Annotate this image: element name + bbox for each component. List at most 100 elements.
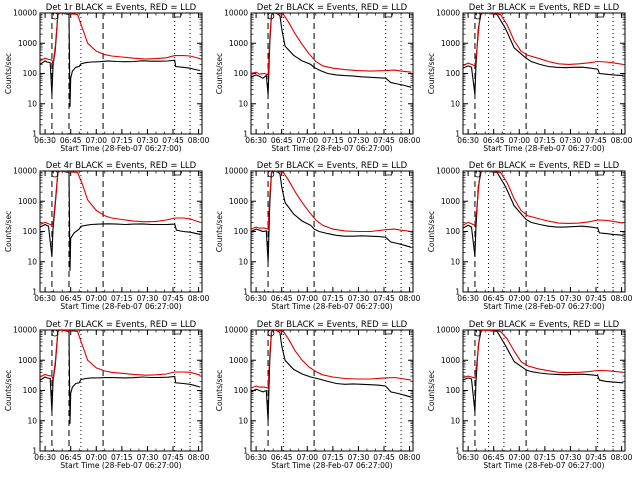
circle-marker <box>474 170 482 178</box>
x-axis-label: Start Time (28-Feb-07 06:27:00) <box>271 144 392 153</box>
x-tick-label: 06:30 <box>457 294 479 303</box>
chart-title: Det 8r BLACK = Events, RED = LLD <box>257 320 408 330</box>
circle-marker <box>267 329 275 337</box>
x-tick-label: 07:15 <box>322 294 344 303</box>
y-tick-label: 1000 <box>441 197 460 206</box>
y-tick-label: 1 <box>243 288 248 297</box>
y-tick-label: 1 <box>32 130 37 139</box>
plot-frame <box>250 170 414 293</box>
y-tick-label: 10000 <box>13 167 37 176</box>
chart-panel-9: Det 9r BLACK = Events, RED = LLD 1 10 100 10… <box>427 320 633 470</box>
y-tick-label: 10000 <box>224 326 248 335</box>
x-axis-label: Start Time (28-Feb-07 06:27:00) <box>60 144 181 153</box>
y-axis-label: Counts/sec <box>4 53 13 94</box>
x-tick-label: 08:00 <box>188 294 210 303</box>
bracket-marker <box>174 330 182 335</box>
x-axis-label: Start Time (28-Feb-07 06:27:00) <box>60 461 181 470</box>
y-tick-label: 10 <box>450 416 460 425</box>
y-axis-label: Counts/sec <box>427 53 436 94</box>
x-tick-label: 07:45 <box>585 136 607 145</box>
y-tick-label: 10000 <box>13 9 37 18</box>
y-tick-label: 1 <box>455 130 460 139</box>
x-tick-label: 07:00 <box>508 136 530 145</box>
chart-title: Det 2r BLACK = Events, RED = LLD <box>257 3 408 13</box>
bracket-marker <box>597 330 605 335</box>
y-tick-label: 10 <box>238 416 248 425</box>
series-lld-line <box>251 330 412 389</box>
x-tick-label: 07:30 <box>348 136 370 145</box>
series-lld-line <box>251 13 412 76</box>
y-tick-label: 1 <box>243 447 248 456</box>
bracket-marker <box>597 171 605 176</box>
y-tick-label: 100 <box>234 69 249 78</box>
y-axis-label: Counts/sec <box>4 211 13 252</box>
y-tick-label: 1000 <box>441 356 460 365</box>
x-tick-label: 06:45 <box>271 453 293 462</box>
y-axis-label: Counts/sec <box>4 370 13 411</box>
y-tick-label: 1 <box>32 288 37 297</box>
x-tick-label: 07:15 <box>534 294 556 303</box>
x-tick-label: 06:45 <box>60 453 82 462</box>
x-tick-label: 07:15 <box>534 453 556 462</box>
x-tick-label: 06:30 <box>457 453 479 462</box>
plot-frame <box>39 12 203 135</box>
y-tick-label: 10 <box>238 257 248 266</box>
chart-panel-5: Det 5r BLACK = Events, RED = LLD 1 10 100 10… <box>215 161 421 311</box>
y-tick-label: 10000 <box>224 9 248 18</box>
chart-title: Det 4r BLACK = Events, RED = LLD <box>46 161 197 171</box>
x-tick-label: 07:00 <box>296 294 318 303</box>
x-tick-label: 07:15 <box>534 136 556 145</box>
y-tick-label: 10 <box>27 99 37 108</box>
plot-frame <box>250 329 414 452</box>
y-tick-label: 100 <box>446 386 461 395</box>
series-lld-line <box>463 330 624 379</box>
circle-marker <box>267 170 275 178</box>
x-tick-label: 06:45 <box>60 136 82 145</box>
x-tick-label: 07:30 <box>137 453 159 462</box>
x-tick-label: 07:15 <box>322 136 344 145</box>
x-tick-label: 08:00 <box>611 294 633 303</box>
y-axis-label: Counts/sec <box>215 211 224 252</box>
x-tick-label: 06:30 <box>34 136 56 145</box>
y-tick-label: 1000 <box>229 39 248 48</box>
x-tick-label: 07:15 <box>111 453 133 462</box>
x-tick-label: 06:45 <box>483 294 505 303</box>
x-tick-label: 06:45 <box>483 453 505 462</box>
x-tick-label: 06:30 <box>457 136 479 145</box>
x-tick-label: 07:30 <box>348 453 370 462</box>
bracket-marker <box>174 171 182 176</box>
x-axis-label: Start Time (28-Feb-07 06:27:00) <box>483 144 604 153</box>
x-tick-label: 07:45 <box>585 294 607 303</box>
bracket-marker <box>174 13 182 18</box>
x-tick-label: 08:00 <box>399 136 421 145</box>
y-tick-label: 1000 <box>18 197 37 206</box>
series-events-line <box>251 330 412 421</box>
bracket-marker <box>385 330 393 335</box>
y-tick-label: 10000 <box>436 167 460 176</box>
x-tick-label: 08:00 <box>399 294 421 303</box>
y-tick-label: 10000 <box>436 9 460 18</box>
chart-title: Det 1r BLACK = Events, RED = LLD <box>46 3 197 13</box>
y-axis-label: Counts/sec <box>427 370 436 411</box>
chart-panel-2: Det 2r BLACK = Events, RED = LLD 1 10 100 10… <box>215 3 421 153</box>
series-events-line <box>251 171 412 262</box>
x-tick-label: 07:30 <box>137 136 159 145</box>
y-tick-label: 1 <box>455 447 460 456</box>
y-tick-label: 1000 <box>229 356 248 365</box>
circle-marker <box>474 12 482 20</box>
plot-frame <box>250 12 414 135</box>
y-tick-label: 1 <box>455 288 460 297</box>
x-tick-label: 06:30 <box>34 294 56 303</box>
y-tick-label: 1 <box>32 447 37 456</box>
x-tick-label: 06:45 <box>60 294 82 303</box>
y-tick-label: 10 <box>450 99 460 108</box>
chart-title: Det 5r BLACK = Events, RED = LLD <box>257 161 408 171</box>
series-events-line <box>463 330 624 412</box>
chart-title: Det 6r BLACK = Events, RED = LLD <box>469 161 620 171</box>
x-tick-label: 07:00 <box>508 453 530 462</box>
circle-marker <box>267 12 275 20</box>
x-tick-label: 07:45 <box>373 136 395 145</box>
x-tick-label: 08:00 <box>399 453 421 462</box>
y-tick-label: 10 <box>27 257 37 266</box>
